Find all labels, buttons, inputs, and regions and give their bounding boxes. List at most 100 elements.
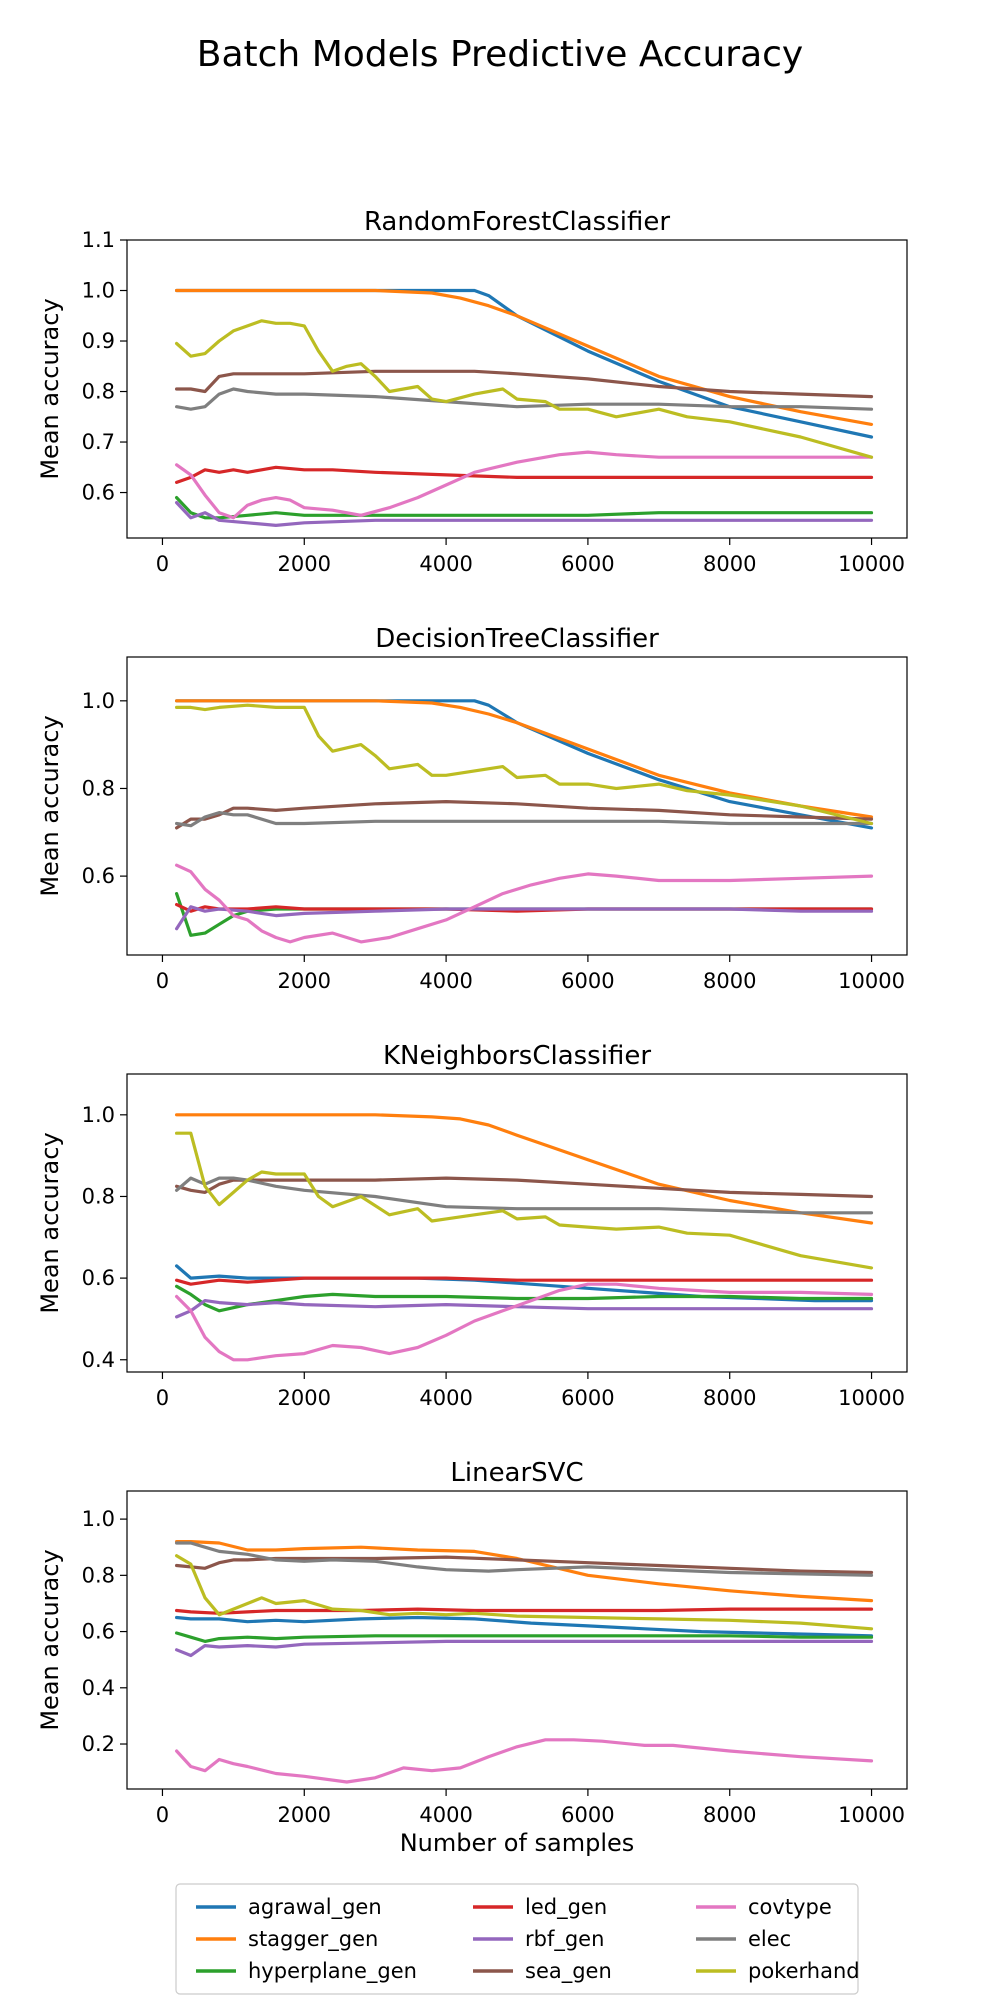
legend-label-agrawal_gen: agrawal_gen	[248, 1895, 382, 1920]
y-axis-label: Mean accuracy	[36, 1132, 64, 1313]
x-tick-label: 4000	[419, 1386, 472, 1410]
series-line-rbf_gen-panel-4	[175, 1639, 874, 1658]
x-tick-label: 0	[156, 1386, 169, 1410]
series-line-agrawal_gen-panel-4	[175, 1615, 874, 1638]
x-tick-label: 6000	[561, 552, 614, 576]
legend-label-pokerhand: pokerhand	[748, 1959, 860, 1983]
x-tick-label: 6000	[561, 1803, 614, 1827]
series-line-pokerhand-panel-1	[175, 319, 874, 459]
y-tick-label: 0.6	[82, 481, 115, 505]
series-line-led_gen-panel-1	[175, 465, 874, 484]
plot-frame	[126, 239, 908, 539]
plot-frame	[126, 656, 908, 956]
series-line-hyperplane_gen-panel-4	[175, 1631, 874, 1644]
plot-frame	[126, 1073, 908, 1373]
series-line-covtype-panel-3	[175, 1282, 874, 1362]
y-tick-label: 0.8	[82, 380, 115, 404]
y-tick-label: 1.0	[82, 279, 115, 303]
series-line-pokerhand-panel-3	[175, 1131, 874, 1270]
series-line-rbf_gen-panel-2	[175, 905, 874, 931]
x-tick-label: 4000	[419, 969, 472, 993]
y-tick-label: 0.4	[82, 1676, 115, 1700]
series-line-sea_gen-panel-3	[175, 1176, 874, 1199]
x-tick-label: 8000	[703, 552, 756, 576]
x-tick-label: 8000	[703, 1803, 756, 1827]
x-tick-label: 8000	[703, 1386, 756, 1410]
legend-label-led_gen: led_gen	[525, 1895, 607, 1920]
y-axis-label: Mean accuracy	[36, 715, 64, 896]
x-tick-label: 2000	[278, 1386, 331, 1410]
series-line-pokerhand-panel-4	[175, 1554, 874, 1631]
y-tick-label: 0.9	[82, 329, 115, 353]
series-line-stagger_gen-panel-1	[175, 288, 874, 426]
series-line-elec-panel-3	[175, 1176, 874, 1215]
legend-label-covtype: covtype	[748, 1895, 832, 1919]
subplot-title: KNeighborsClassifier	[383, 1041, 651, 1071]
legend-label-rbf_gen: rbf_gen	[525, 1927, 604, 1952]
y-tick-label: 0.6	[82, 1620, 115, 1644]
series-line-elec-panel-2	[175, 810, 874, 828]
legend-label-sea_gen: sea_gen	[525, 1959, 612, 1984]
series-line-pokerhand-panel-2	[175, 703, 874, 826]
legend-label-hyperplane_gen: hyperplane_gen	[248, 1959, 417, 1984]
y-tick-label: 0.6	[82, 1266, 115, 1290]
x-tick-label: 10000	[838, 1386, 905, 1410]
series-line-covtype-panel-2	[175, 863, 874, 944]
series-line-covtype-panel-4	[175, 1738, 874, 1784]
series-line-led_gen-panel-3	[175, 1276, 874, 1286]
y-tick-label: 1.0	[82, 689, 115, 713]
x-tick-label: 0	[156, 969, 169, 993]
series-line-led_gen-panel-4	[175, 1607, 874, 1615]
y-tick-label: 1.1	[82, 228, 115, 252]
legend-label-elec: elec	[748, 1927, 791, 1951]
x-tick-label: 10000	[838, 552, 905, 576]
x-tick-label: 6000	[561, 969, 614, 993]
x-tick-label: 0	[156, 1803, 169, 1827]
x-tick-label: 2000	[278, 969, 331, 993]
y-axis-label: Mean accuracy	[36, 1549, 64, 1730]
y-tick-label: 0.2	[82, 1732, 115, 1756]
x-axis-label: Number of samples	[400, 1829, 635, 1857]
y-tick-label: 0.8	[82, 1184, 115, 1208]
x-tick-label: 0	[156, 552, 169, 576]
series-line-elec-panel-1	[175, 387, 874, 411]
y-tick-label: 0.8	[82, 1563, 115, 1587]
x-tick-label: 2000	[278, 552, 331, 576]
series-line-covtype-panel-1	[175, 450, 874, 520]
series-line-elec-panel-4	[175, 1541, 874, 1577]
x-tick-label: 2000	[278, 1803, 331, 1827]
y-tick-label: 0.6	[82, 864, 115, 888]
figure-title: Batch Models Predictive Accuracy	[197, 34, 803, 75]
series-line-stagger_gen-panel-2	[175, 699, 874, 819]
legend-box	[175, 1883, 859, 1995]
x-tick-label: 10000	[838, 1803, 905, 1827]
series-line-rbf_gen-panel-1	[175, 501, 874, 528]
y-tick-label: 0.8	[82, 776, 115, 800]
series-line-hyperplane_gen-panel-3	[175, 1284, 874, 1313]
legend-label-stagger_gen: stagger_gen	[248, 1927, 378, 1952]
y-tick-label: 1.0	[82, 1507, 115, 1531]
series-line-sea_gen-panel-4	[175, 1555, 874, 1575]
series-line-sea_gen-panel-2	[175, 799, 874, 830]
y-tick-label: 0.4	[82, 1348, 115, 1372]
plot-frame	[126, 1490, 908, 1790]
subplot-title: DecisionTreeClassifier	[375, 624, 659, 654]
x-tick-label: 4000	[419, 1803, 472, 1827]
y-tick-label: 0.7	[82, 430, 115, 454]
series-line-stagger_gen-panel-3	[175, 1113, 874, 1225]
subplot-title: RandomForestClassifier	[364, 207, 670, 237]
series-line-stagger_gen-panel-4	[175, 1539, 874, 1603]
x-tick-label: 10000	[838, 969, 905, 993]
series-line-sea_gen-panel-1	[175, 369, 874, 399]
y-axis-label: Mean accuracy	[36, 298, 64, 479]
subplot-title: LinearSVC	[450, 1458, 583, 1488]
x-tick-label: 8000	[703, 969, 756, 993]
x-tick-label: 4000	[419, 552, 472, 576]
y-tick-label: 1.0	[82, 1103, 115, 1127]
series-line-agrawal_gen-panel-3	[175, 1264, 874, 1303]
series-line-agrawal_gen-panel-1	[175, 288, 874, 439]
series-line-hyperplane_gen-panel-1	[175, 496, 874, 520]
x-tick-label: 6000	[561, 1386, 614, 1410]
